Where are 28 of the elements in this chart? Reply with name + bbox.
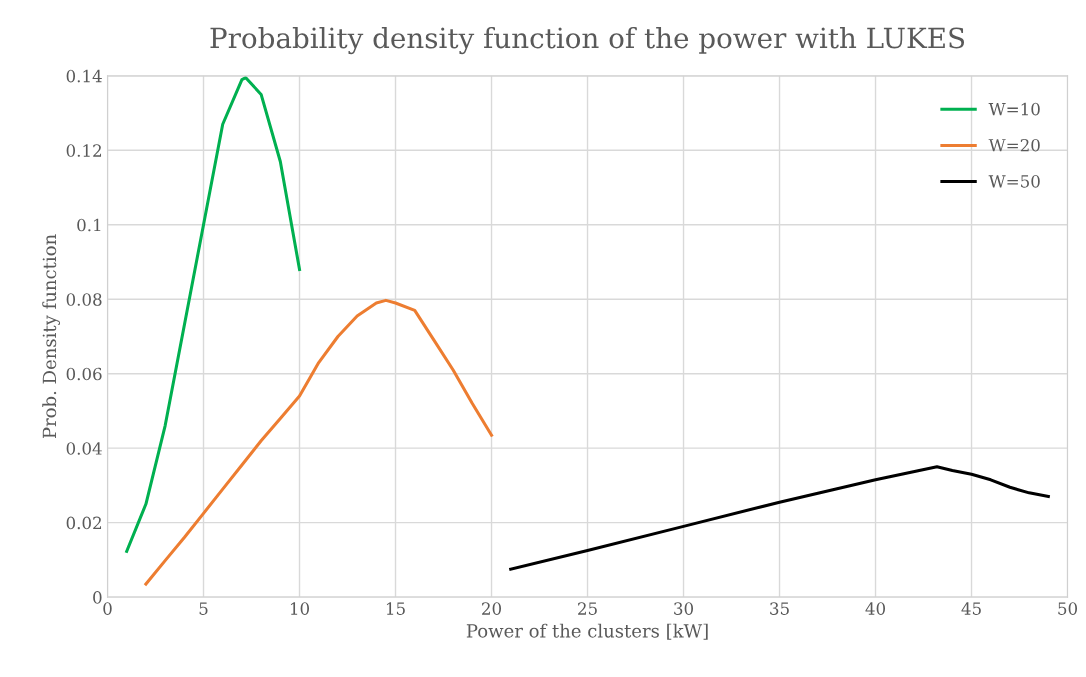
line-series [144, 298, 494, 586]
x-axis-title: Power of the clusters [kW] [466, 623, 708, 640]
line-series [509, 465, 1050, 571]
y-tick-label: 0.08 [66, 293, 102, 306]
x-tick-label: 30 [674, 602, 694, 615]
y-tick-label: 0 [93, 591, 102, 604]
chart-title: Probability density function of the power with LUKES [210, 26, 965, 55]
y-tick-label: 0.12 [66, 144, 102, 157]
y-tick-label: 0.06 [66, 367, 102, 381]
legend-label: W=10 [988, 102, 1040, 116]
x-tick-label: 15 [386, 602, 405, 615]
y-tick-label: 0.04 [66, 442, 102, 455]
line-series [125, 76, 302, 553]
x-tick-label: 5 [199, 602, 208, 615]
legend-label: W=20 [988, 138, 1040, 152]
x-tick-label: 25 [578, 602, 597, 615]
x-tick-label: 10 [290, 602, 310, 615]
y-tick-label: 0.1 [77, 218, 101, 232]
x-tick-label: 0 [103, 602, 112, 615]
x-tick-label: 35 [770, 602, 789, 615]
y-tick-label: 0.14 [66, 69, 102, 83]
x-tick-label: 45 [961, 602, 981, 615]
x-tick-label: 50 [1058, 602, 1078, 615]
x-tick-label: 40 [865, 602, 886, 615]
legend-label: W=50 [988, 175, 1040, 188]
x-tick-label: 20 [482, 602, 502, 615]
y-axis-title: Prob. Density function [42, 234, 60, 439]
y-tick-label: 0.02 [66, 516, 102, 530]
